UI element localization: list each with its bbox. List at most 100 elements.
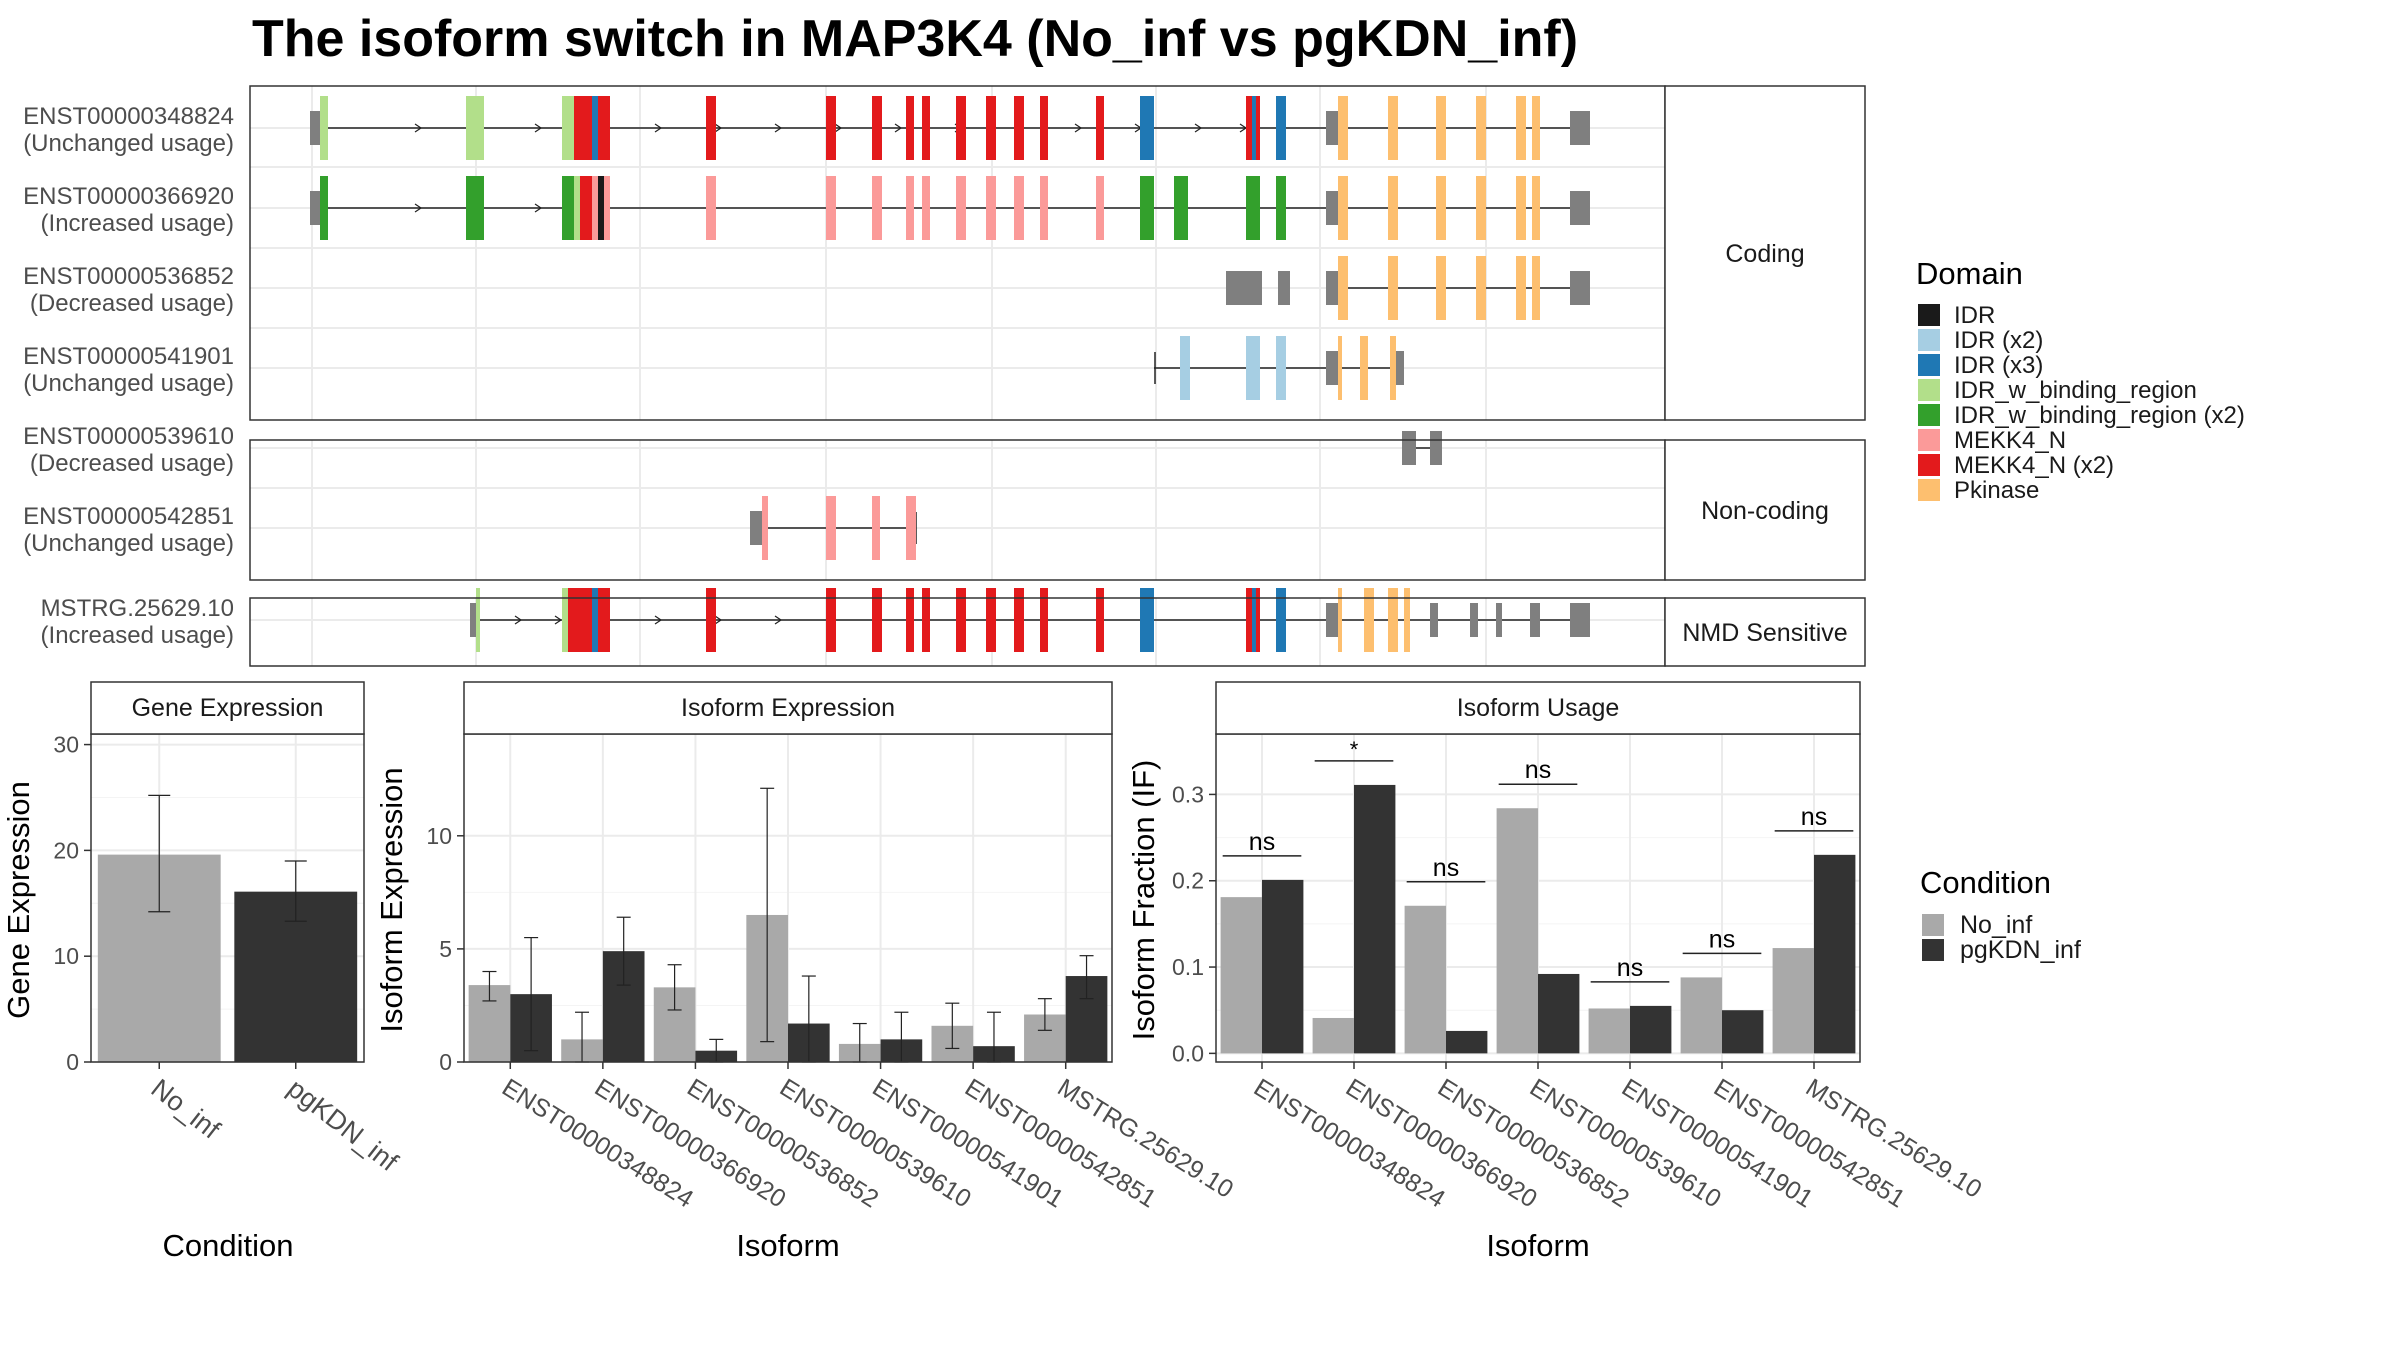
legend-label: No_inf xyxy=(1960,911,2032,939)
coding-exon xyxy=(1246,96,1252,160)
bar xyxy=(1312,1017,1354,1054)
coding-exon xyxy=(1516,256,1526,320)
coding-exon xyxy=(1276,588,1286,652)
figure-title: The isoform switch in MAP3K4 (No_inf vs … xyxy=(252,10,1578,68)
coding-exon xyxy=(1246,176,1260,240)
coding-exon xyxy=(562,588,568,652)
strand-arrow xyxy=(414,203,423,213)
utr-exon xyxy=(1570,191,1590,225)
coding-exon xyxy=(1436,96,1446,160)
bar-panel: Gene Expression 0 10 20 30 No_inf pgKDN_inf Con… xyxy=(1,681,404,1263)
transcript-model xyxy=(750,496,917,560)
coding-exon xyxy=(956,96,966,160)
coding-exon xyxy=(956,588,966,652)
coding-exon xyxy=(604,176,610,240)
coding-exon xyxy=(922,588,930,652)
facet-strip-label: Isoform Expression xyxy=(681,694,895,722)
bar xyxy=(1772,948,1814,1054)
coding-exon xyxy=(1040,96,1048,160)
isoform-id-label: ENST00000539610 xyxy=(23,423,234,450)
strand-arrow xyxy=(1194,123,1203,133)
strand-arrow xyxy=(774,123,783,133)
bar xyxy=(1404,905,1446,1054)
coding-exon xyxy=(1252,588,1256,652)
facet-strip xyxy=(1664,439,1866,581)
coding-exon xyxy=(1340,96,1348,160)
coding-exon xyxy=(574,96,592,160)
coding-exon xyxy=(1338,588,1342,652)
coding-exon xyxy=(1140,176,1154,240)
utr-exon xyxy=(1470,603,1478,637)
bar xyxy=(1496,808,1538,1054)
coding-exon xyxy=(872,96,882,160)
facet-strip-label: NMD Sensitive xyxy=(1682,619,1847,647)
coding-exon xyxy=(1476,176,1486,240)
utr-exon xyxy=(1278,271,1290,305)
legend-label: pgKDN_inf xyxy=(1960,936,2081,964)
transcript-model xyxy=(1226,256,1590,320)
coding-exon xyxy=(320,96,328,160)
coding-exon xyxy=(922,176,930,240)
isoform-usage-label: (Increased usage) xyxy=(41,210,234,237)
coding-exon xyxy=(906,176,914,240)
x-tick-label: pgKDN_inf xyxy=(282,1073,404,1177)
coding-exon xyxy=(476,588,480,652)
legend-key xyxy=(1918,379,1940,401)
y-tick-label: 30 xyxy=(53,732,79,758)
strand-arrow xyxy=(534,203,543,213)
coding-exon xyxy=(562,96,574,160)
coding-exon xyxy=(826,588,836,652)
significance-label: ns xyxy=(1709,925,1735,953)
x-axis-title: Condition xyxy=(163,1228,294,1263)
facet-strip xyxy=(1215,681,1861,735)
coding-exon xyxy=(762,496,768,560)
isoform-usage-label: (Increased usage) xyxy=(41,622,234,649)
isoform-structure-panel: Coding Non-coding NMD Sensitive ENST0000034… xyxy=(23,85,1866,667)
domain-legend-title: Domain xyxy=(1916,256,2023,291)
y-tick-label: 10 xyxy=(53,943,79,969)
facet-strip xyxy=(90,681,365,735)
legend-label: IDR_w_binding_region xyxy=(1954,377,2197,404)
y-tick-label: 5 xyxy=(439,936,452,962)
coding-exon xyxy=(592,176,598,240)
strand-arrow xyxy=(774,615,783,625)
isoform-usage-label: (Unchanged usage) xyxy=(23,530,234,557)
coding-exon xyxy=(706,588,716,652)
isoform-id-label: ENST00000541901 xyxy=(23,343,234,370)
coding-exon xyxy=(320,176,328,240)
coding-exon xyxy=(466,176,484,240)
coding-exon xyxy=(1476,96,1486,160)
bar xyxy=(1588,1008,1630,1054)
isoform-id-label: ENST00000348824 xyxy=(23,103,234,130)
significance-label: * xyxy=(1350,737,1359,762)
utr-exon xyxy=(750,511,762,545)
strand-arrow xyxy=(654,615,663,625)
legend-key xyxy=(1918,454,1940,476)
coding-exon xyxy=(1532,176,1540,240)
y-tick-label: 0.3 xyxy=(1172,781,1204,807)
strand-arrow xyxy=(834,123,843,133)
coding-exon xyxy=(574,176,580,240)
isoform-id-label: MSTRG.25629.10 xyxy=(41,595,234,622)
coding-exon xyxy=(1516,176,1526,240)
coding-exon xyxy=(1174,176,1188,240)
significance-label: ns xyxy=(1617,954,1643,982)
condition-legend-title: Condition xyxy=(1920,865,2051,900)
coding-exon xyxy=(1516,96,1526,160)
utr-exon xyxy=(310,191,320,225)
x-axis-title: Isoform xyxy=(1486,1228,1589,1263)
y-axis-title: Isoform Expression xyxy=(374,767,409,1032)
utr-exon xyxy=(1570,271,1590,305)
y-axis-title: Gene Expression xyxy=(1,781,36,1019)
strand-arrow xyxy=(534,123,543,133)
facet-strip xyxy=(1664,597,1866,667)
coding-exon xyxy=(1246,588,1252,652)
strand-arrow xyxy=(894,123,903,133)
coding-exon xyxy=(956,176,966,240)
utr-exon xyxy=(1396,351,1404,385)
facet-strip-label: Coding xyxy=(1725,240,1804,268)
coding-exon xyxy=(1532,256,1540,320)
utr-exon xyxy=(1430,603,1438,637)
legend-label: MEKK4_N xyxy=(1954,427,2066,454)
